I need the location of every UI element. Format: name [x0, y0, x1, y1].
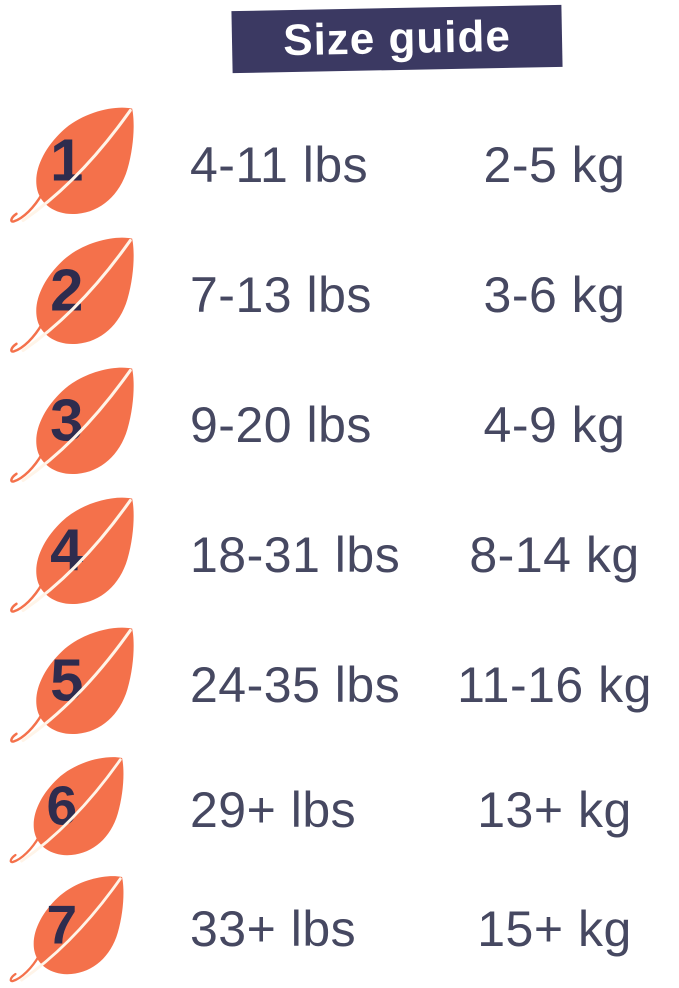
weight-kg: 15+ kg — [477, 900, 632, 957]
size-number: 1 — [50, 127, 83, 194]
size-number: 5 — [50, 647, 83, 714]
size-table: 1 4-11 lbs 2-5 kg 2 7-13 lbs 3-6 kg — [0, 100, 679, 988]
leaf-icon: 1 — [10, 106, 135, 223]
table-row-size-5: 5 24-35 lbs 11-16 kg — [0, 620, 679, 750]
weight-kg: 3-6 kg — [483, 267, 626, 323]
leaf-icon: 2 — [10, 236, 135, 353]
size-number: 2 — [50, 257, 83, 324]
leaf-icon: 7 — [0, 869, 190, 988]
weight-lbs: 7-13 lbs — [190, 267, 372, 323]
size-number: 4 — [50, 517, 83, 584]
table-row-size-6: 6 29+ lbs 13+ kg — [0, 750, 679, 869]
weight-lbs: 18-31 lbs — [190, 527, 401, 583]
leaf-icon: 5 — [10, 626, 135, 743]
leaf-icon: 4 — [10, 496, 135, 613]
size-number: 7 — [46, 893, 77, 955]
table-row-size-2: 2 7-13 lbs 3-6 kg — [0, 230, 679, 360]
table-row-size-4: 4 18-31 lbs 8-14 kg — [0, 490, 679, 620]
leaf-icon: 4 — [0, 490, 190, 620]
leaf-icon: 3 — [10, 366, 135, 483]
header-banner: Size guide — [231, 4, 563, 74]
weight-lbs: 9-20 lbs — [190, 397, 372, 453]
weight-kg: 2-5 kg — [483, 137, 626, 193]
weight-kg: 13+ kg — [477, 781, 632, 838]
weight-kg: 11-16 kg — [457, 657, 652, 713]
table-row-size-1: 1 4-11 lbs 2-5 kg — [0, 100, 679, 230]
leaf-icon: 5 — [0, 620, 190, 750]
leaf-icon: 3 — [0, 360, 190, 490]
leaf-icon: 6 — [0, 750, 190, 869]
weight-lbs: 33+ lbs — [190, 900, 357, 957]
header-banner-background: Size guide — [231, 4, 563, 74]
weight-lbs: 4-11 lbs — [190, 137, 369, 193]
leaf-icon: 2 — [0, 230, 190, 360]
table-row-size-3: 3 9-20 lbs 4-9 kg — [0, 360, 679, 490]
page-title: Size guide — [282, 11, 512, 66]
size-number: 6 — [46, 774, 77, 836]
leaf-icon: 1 — [0, 100, 190, 230]
weight-kg: 8-14 kg — [469, 527, 640, 583]
size-number: 3 — [50, 387, 83, 454]
weight-lbs: 24-35 lbs — [190, 657, 401, 713]
leaf-icon: 6 — [9, 755, 125, 863]
weight-lbs: 29+ lbs — [190, 781, 357, 838]
table-row-size-7: 7 33+ lbs 15+ kg — [0, 869, 679, 988]
leaf-icon: 7 — [9, 874, 125, 982]
weight-kg: 4-9 kg — [483, 397, 626, 453]
